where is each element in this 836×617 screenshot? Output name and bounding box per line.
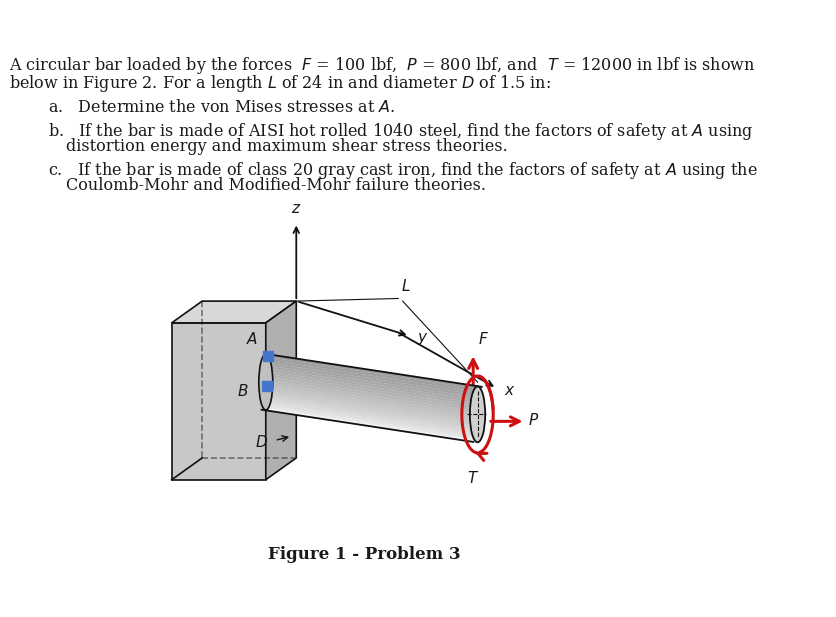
Text: distortion energy and maximum shear stress theories.: distortion energy and maximum shear stre… (66, 138, 507, 155)
Polygon shape (266, 379, 477, 415)
Text: Figure 1 - Problem 3: Figure 1 - Problem 3 (268, 545, 460, 563)
Text: $L$: $L$ (400, 278, 410, 294)
Ellipse shape (258, 354, 273, 410)
Polygon shape (268, 368, 479, 404)
Polygon shape (264, 387, 477, 423)
Polygon shape (171, 301, 296, 323)
Polygon shape (263, 396, 475, 431)
Text: A circular bar loaded by the forces  $F$ = 100 lbf,  $P$ = 800 lbf, and  $T$ = 1: A circular bar loaded by the forces $F$ … (8, 56, 754, 77)
Polygon shape (268, 366, 480, 400)
Polygon shape (262, 404, 474, 439)
Polygon shape (263, 402, 474, 436)
Polygon shape (262, 355, 482, 442)
Polygon shape (264, 391, 476, 425)
Text: b.   If the bar is made of AISI hot rolled 1040 steel, find the factors of safet: b. If the bar is made of AISI hot rolled… (48, 121, 752, 142)
Text: c.   If the bar is made of class 20 gray cast iron, find the factors of safety a: c. If the bar is made of class 20 gray c… (48, 160, 757, 181)
Text: $F$: $F$ (478, 331, 489, 347)
Polygon shape (262, 407, 473, 442)
Text: below in Figure 2. For a length $L$ of 24 in and diameter $D$ of 1.5 in:: below in Figure 2. For a length $L$ of 2… (8, 73, 550, 94)
Text: $z$: $z$ (291, 202, 301, 216)
Text: a.   Determine the von Mises stresses at $A$.: a. Determine the von Mises stresses at $… (48, 99, 395, 116)
Polygon shape (263, 393, 476, 428)
Polygon shape (268, 363, 480, 398)
Polygon shape (268, 360, 481, 395)
Polygon shape (265, 385, 477, 420)
Ellipse shape (469, 386, 485, 442)
Text: Coulomb-Mohr and Modified-Mohr failure theories.: Coulomb-Mohr and Modified-Mohr failure t… (66, 177, 486, 194)
Text: $D$: $D$ (255, 434, 268, 450)
Polygon shape (267, 374, 478, 409)
Polygon shape (267, 371, 479, 406)
Polygon shape (266, 301, 296, 480)
Text: $A$: $A$ (246, 331, 257, 347)
Text: $y$: $y$ (416, 331, 427, 347)
Text: $P$: $P$ (528, 412, 538, 428)
Polygon shape (171, 323, 266, 480)
Polygon shape (266, 376, 478, 412)
Polygon shape (263, 399, 475, 434)
Polygon shape (269, 357, 481, 392)
Text: $x$: $x$ (503, 384, 515, 398)
Text: $B$: $B$ (237, 383, 248, 399)
Polygon shape (269, 355, 482, 389)
Text: $T$: $T$ (466, 470, 479, 486)
Polygon shape (265, 382, 477, 417)
